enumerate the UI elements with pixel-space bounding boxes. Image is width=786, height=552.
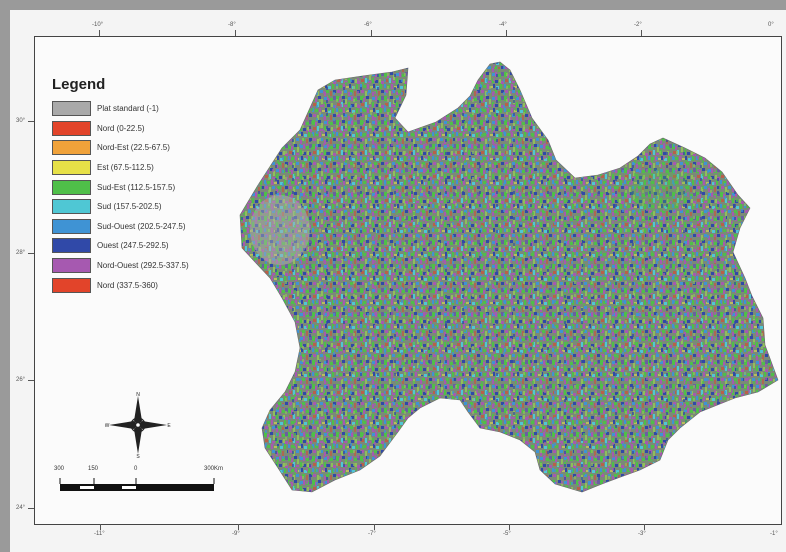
bottom-tick-label: -7° — [368, 531, 376, 537]
legend-item: Nord (337.5-360) — [52, 275, 262, 295]
left-tick-label: 26° — [16, 377, 26, 383]
north-arrow-center — [135, 422, 141, 428]
legend-swatch — [52, 218, 91, 234]
tick-mark — [100, 524, 101, 530]
legend-item: Nord (0-22.5) — [52, 119, 262, 139]
scale-bar-outline — [60, 484, 214, 491]
legend-swatch — [52, 258, 91, 274]
scale-label: 300 — [54, 466, 65, 472]
left-tick-label: 28° — [16, 250, 26, 256]
bottom-tick-label: -1° — [770, 531, 778, 537]
region-texture — [240, 62, 778, 492]
scale-bar-graphic — [59, 478, 215, 491]
tick-mark — [644, 524, 645, 530]
green-slope-area — [630, 168, 690, 212]
legend-item: Ouest (247.5-292.5) — [52, 236, 262, 256]
left-tick-label: 30° — [16, 118, 26, 124]
legend-item: Est (67.5-112.5) — [52, 158, 262, 178]
legend-label: Nord (0-22.5) — [97, 123, 145, 133]
legend-label: Nord-Est (22.5-67.5) — [97, 143, 170, 153]
legend-label: Sud-Est (112.5-157.5) — [97, 182, 176, 192]
legend-swatch — [52, 120, 91, 136]
legend-label: Sud-Ouest (202.5-247.5) — [97, 221, 186, 231]
compass-s-label: S — [136, 454, 140, 458]
legend-items: Plat standard (-1) Nord (0-22.5) Nord-Est … — [52, 99, 262, 295]
legend-item: Plat standard (-1) — [52, 99, 262, 119]
scale-label: 0 — [134, 466, 138, 472]
legend-label: Nord-Ouest (292.5-337.5) — [97, 261, 189, 271]
legend-swatch — [52, 160, 91, 176]
legend-swatch — [52, 140, 91, 156]
north-arrow-east-point — [138, 421, 167, 429]
bottom-tick-label: -9° — [232, 531, 240, 537]
legend: Legend Plat standard (-1) Nord (0-22.5) No… — [52, 76, 262, 295]
compass-e-label: E — [167, 423, 171, 429]
bottom-tick-label: -3° — [638, 531, 646, 537]
tick-mark — [28, 253, 34, 254]
compass-w-label: W — [105, 423, 110, 429]
tick-mark — [374, 524, 375, 530]
legend-label: Nord (337.5-360) — [97, 280, 158, 290]
bottom-tick-label: -11° — [94, 531, 105, 537]
top-tick-label: 0° — [768, 22, 774, 28]
legend-swatch — [52, 277, 91, 293]
flat-area — [250, 195, 310, 265]
scale-label: 150 — [88, 466, 99, 472]
legend-swatch — [52, 238, 91, 254]
legend-label: Ouest (247.5-292.5) — [97, 241, 169, 251]
legend-swatch — [52, 199, 91, 215]
legend-label: Sud (157.5-202.5) — [97, 202, 162, 212]
scale-label: 300Km — [204, 466, 224, 472]
legend-item: Nord-Est (22.5-67.5) — [52, 138, 262, 158]
tick-mark — [235, 30, 236, 36]
legend-item: Nord-Ouest (292.5-337.5) — [52, 256, 262, 276]
scale-bar-segment — [80, 486, 94, 489]
north-arrow-icon: N S W E — [105, 392, 171, 458]
north-arrow-north-point — [134, 396, 142, 425]
legend-swatch — [52, 101, 91, 117]
top-tick-label: -6° — [364, 22, 372, 28]
legend-item: Sud-Est (112.5-157.5) — [52, 177, 262, 197]
tick-mark — [371, 30, 372, 36]
top-tick-label: -8° — [228, 22, 236, 28]
top-tick-label: -4° — [499, 22, 507, 28]
legend-label: Plat standard (-1) — [97, 104, 159, 114]
top-tick-label: -10° — [92, 22, 104, 28]
tick-mark — [28, 121, 34, 122]
tick-mark — [238, 524, 239, 530]
legend-title: Legend — [52, 76, 106, 93]
bottom-tick-label: -5° — [503, 531, 511, 537]
legend-label: Est (67.5-112.5) — [97, 163, 154, 173]
compass-n-label: N — [136, 392, 140, 398]
legend-item: Sud-Ouest (202.5-247.5) — [52, 217, 262, 237]
north-arrow-west-point — [109, 421, 138, 429]
tick-mark — [641, 30, 642, 36]
north-arrow-south-point — [134, 425, 142, 454]
tick-mark — [509, 524, 510, 530]
tick-mark — [99, 30, 100, 36]
tick-mark — [28, 508, 34, 509]
left-tick-label: 24° — [16, 505, 26, 511]
north-arrow-ring — [130, 417, 146, 433]
tick-mark — [28, 380, 34, 381]
tick-mark — [506, 30, 507, 36]
scale-bar-segment — [122, 486, 136, 489]
legend-item: Sud (157.5-202.5) — [52, 197, 262, 217]
top-tick-label: -2° — [634, 22, 642, 28]
legend-swatch — [52, 179, 91, 195]
